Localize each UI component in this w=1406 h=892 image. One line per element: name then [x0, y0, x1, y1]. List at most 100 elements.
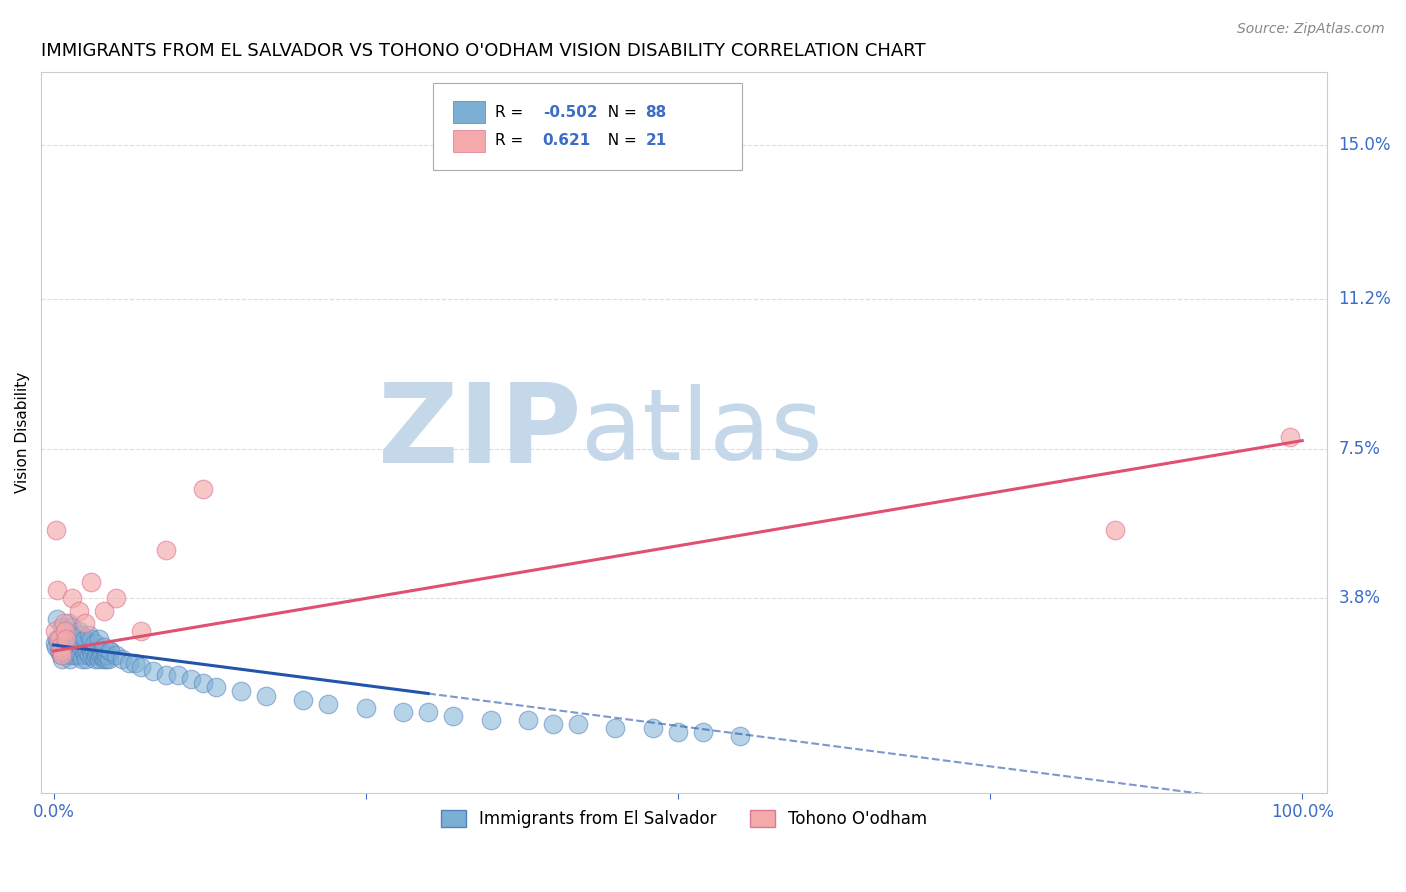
Point — [79, 640, 101, 654]
Point — [45, 523, 67, 537]
Point — [93, 640, 115, 654]
Point — [167, 668, 190, 682]
Point — [1278, 429, 1301, 443]
Point — [66, 640, 89, 654]
Point — [49, 640, 72, 654]
Point — [98, 644, 121, 658]
Point — [94, 652, 117, 666]
Legend: Immigrants from El Salvador, Tohono O'odham: Immigrants from El Salvador, Tohono O'od… — [434, 803, 934, 835]
Point — [49, 640, 72, 654]
Point — [82, 648, 104, 662]
Point — [94, 648, 117, 662]
Point — [76, 644, 98, 658]
Y-axis label: Vision Disability: Vision Disability — [15, 372, 30, 493]
Point — [51, 620, 73, 634]
Point — [105, 648, 128, 662]
Point — [60, 648, 83, 662]
Point — [72, 652, 94, 666]
Point — [63, 636, 86, 650]
Point — [48, 632, 70, 646]
Point — [93, 652, 115, 666]
Text: N =: N = — [598, 104, 641, 120]
Point — [49, 648, 72, 662]
Point — [53, 640, 76, 654]
Text: 21: 21 — [645, 133, 666, 148]
Text: IMMIGRANTS FROM EL SALVADOR VS TOHONO O'ODHAM VISION DISABILITY CORRELATION CHAR: IMMIGRANTS FROM EL SALVADOR VS TOHONO O'… — [41, 42, 925, 60]
FancyBboxPatch shape — [433, 83, 742, 169]
Point — [83, 636, 105, 650]
Point — [46, 632, 69, 646]
Point — [354, 700, 377, 714]
Point — [49, 644, 72, 658]
Point — [98, 644, 121, 658]
Text: 7.5%: 7.5% — [1339, 440, 1381, 458]
Point — [60, 591, 83, 606]
Point — [52, 615, 75, 630]
Point — [1104, 523, 1126, 537]
Point — [84, 648, 107, 662]
Point — [541, 717, 564, 731]
Point — [87, 632, 110, 646]
Point — [73, 615, 96, 630]
Point — [75, 652, 97, 666]
Point — [193, 676, 215, 690]
Point — [46, 583, 69, 598]
Point — [129, 624, 152, 638]
Point — [142, 665, 165, 679]
Point — [80, 575, 103, 590]
Point — [67, 604, 90, 618]
Point — [56, 636, 79, 650]
Point — [229, 684, 252, 698]
Point — [67, 624, 90, 638]
Point — [441, 708, 464, 723]
Point — [65, 648, 87, 662]
Point — [87, 652, 110, 666]
Text: ZIP: ZIP — [378, 379, 581, 486]
Point — [418, 705, 440, 719]
Point — [77, 628, 100, 642]
Point — [205, 681, 228, 695]
Point — [97, 652, 120, 666]
Point — [155, 542, 177, 557]
Point — [60, 620, 83, 634]
Point — [51, 652, 73, 666]
Point — [111, 652, 134, 666]
Point — [59, 652, 82, 666]
Text: 88: 88 — [645, 104, 666, 120]
Point — [479, 713, 502, 727]
Point — [517, 713, 540, 727]
Point — [180, 673, 202, 687]
Point — [73, 648, 96, 662]
Point — [86, 644, 108, 658]
FancyBboxPatch shape — [453, 130, 485, 152]
Point — [155, 668, 177, 682]
Point — [316, 697, 339, 711]
Point — [105, 591, 128, 606]
Point — [65, 632, 87, 646]
Point — [53, 624, 76, 638]
Point — [666, 725, 689, 739]
Point — [83, 644, 105, 658]
Point — [641, 721, 664, 735]
Text: 15.0%: 15.0% — [1339, 136, 1391, 154]
Point — [90, 644, 112, 658]
Text: 11.2%: 11.2% — [1339, 290, 1391, 308]
Point — [392, 705, 415, 719]
Point — [80, 644, 103, 658]
Text: atlas: atlas — [581, 384, 823, 481]
Point — [52, 644, 75, 658]
Point — [69, 648, 91, 662]
Point — [44, 624, 66, 638]
Point — [93, 604, 115, 618]
Point — [46, 612, 69, 626]
Point — [80, 632, 103, 646]
Point — [62, 644, 84, 658]
Point — [83, 652, 105, 666]
Point — [55, 632, 77, 646]
Point — [193, 482, 215, 496]
Point — [692, 725, 714, 739]
Point — [60, 640, 83, 654]
Text: Source: ZipAtlas.com: Source: ZipAtlas.com — [1237, 22, 1385, 37]
Point — [91, 648, 114, 662]
Point — [77, 648, 100, 662]
